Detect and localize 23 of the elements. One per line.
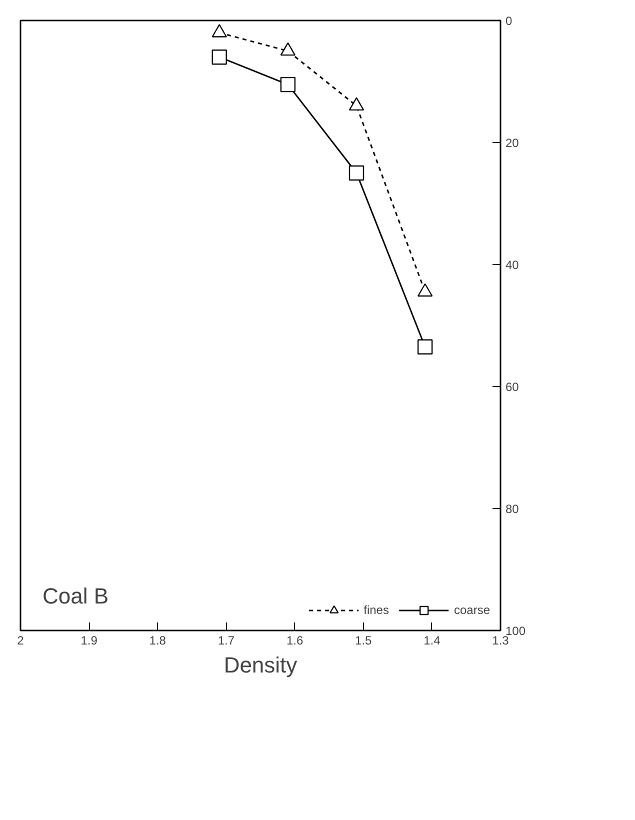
- point: [417, 339, 433, 354]
- x-tick-label: 1.8: [149, 634, 166, 648]
- x-tick-label: 2: [17, 634, 24, 648]
- x-tick-label: 1.9: [80, 634, 98, 648]
- point: [348, 165, 364, 181]
- y-tick-label: 60: [506, 380, 520, 394]
- y-tick-label: 40: [506, 258, 520, 272]
- point: [417, 283, 433, 297]
- x-tick-label: 1.4: [424, 634, 441, 648]
- x-axis-title: Density: [224, 652, 298, 678]
- x-tick-label: 1.3: [492, 634, 510, 648]
- point: [212, 24, 227, 38]
- y-tick-label: 20: [506, 136, 520, 150]
- annotation: Coal B: [42, 584, 109, 608]
- legend-label: fines: [364, 603, 389, 617]
- point: [280, 42, 296, 56]
- x-tick-label: 1.5: [355, 634, 372, 648]
- x-tick-label: 1.7: [218, 634, 235, 648]
- y-tick-label: 80: [506, 502, 520, 516]
- point: [348, 97, 364, 111]
- legend-label: coarse: [454, 603, 490, 617]
- y-tick-label: 0: [506, 14, 512, 28]
- x-tick-label: 1.6: [286, 634, 304, 648]
